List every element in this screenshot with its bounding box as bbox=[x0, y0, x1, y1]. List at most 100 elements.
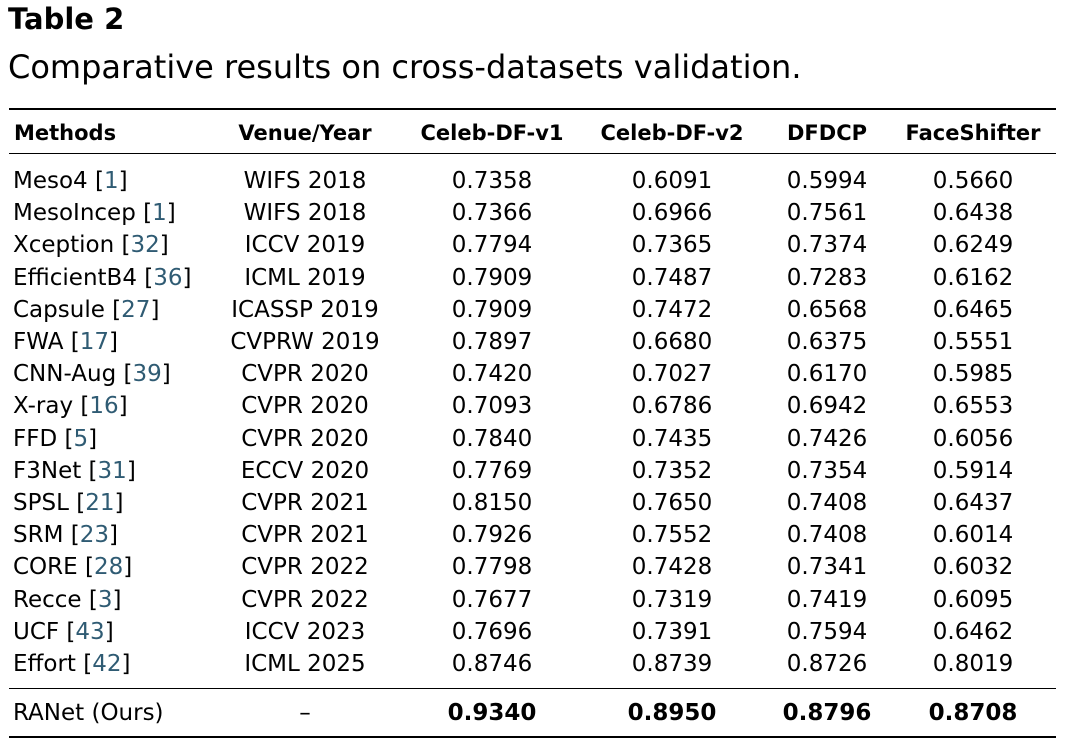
celeb-df-v2-value: 0.7352 bbox=[631, 458, 713, 484]
celeb-df-v1-value: 0.7677 bbox=[451, 587, 533, 613]
method-cell: Xception [32] bbox=[13, 232, 169, 258]
citation-ref[interactable]: 21 bbox=[85, 490, 115, 516]
celeb-df-v2-value: 0.6680 bbox=[631, 329, 713, 355]
celeb-df-v1-value: 0.7366 bbox=[451, 200, 533, 226]
celeb-df-v2-value: 0.7472 bbox=[631, 297, 713, 323]
method-name: UCF bbox=[13, 619, 60, 645]
method-name: EfficientB4 bbox=[13, 265, 137, 291]
ours-separator-rule bbox=[9, 688, 1056, 689]
citation-ref[interactable]: 39 bbox=[132, 361, 162, 387]
table-row: F3Net [31] ECCV 2020 0.7769 0.7352 0.7354 0.5… bbox=[0, 455, 1066, 487]
table-row-ours: RANet (Ours) – 0.9340 0.8950 0.8796 0.87… bbox=[0, 697, 1066, 729]
method-name: SPSL bbox=[13, 490, 69, 516]
citation-ref[interactable]: 36 bbox=[153, 265, 183, 291]
faceshifter-value: 0.6437 bbox=[932, 490, 1014, 516]
venue-year: CVPR 2021 bbox=[241, 490, 369, 516]
table-row: CORE [28] CVPR 2022 0.7798 0.7428 0.7341 0.60… bbox=[0, 551, 1066, 583]
bottom-rule bbox=[9, 736, 1056, 738]
celeb-df-v2-value: 0.6091 bbox=[631, 168, 713, 194]
faceshifter-value: 0.5985 bbox=[932, 361, 1014, 387]
faceshifter-value: 0.6014 bbox=[932, 522, 1014, 548]
table-row: EfficientB4 [36] ICML 2019 0.7909 0.7487 0.7… bbox=[0, 262, 1066, 294]
method-cell: EfficientB4 [36] bbox=[13, 265, 192, 291]
faceshifter-value: 0.6095 bbox=[932, 587, 1014, 613]
header-dfdcp: DFDCP bbox=[786, 121, 867, 145]
citation-ref[interactable]: 27 bbox=[121, 297, 151, 323]
method-cell: FFD [5] bbox=[13, 426, 98, 452]
method-name: Capsule bbox=[13, 297, 105, 323]
dfdcp-value: 0.5994 bbox=[786, 168, 868, 194]
method-cell: SRM [23] bbox=[13, 522, 118, 548]
citation-ref[interactable]: 3 bbox=[97, 587, 113, 613]
faceshifter-value: 0.6162 bbox=[932, 265, 1014, 291]
method-name: F3Net bbox=[13, 458, 82, 484]
faceshifter-value: 0.8708 bbox=[928, 700, 1018, 726]
method-name: X-ray bbox=[13, 393, 74, 419]
citation-ref[interactable]: 28 bbox=[93, 554, 124, 580]
dfdcp-value: 0.8796 bbox=[782, 700, 872, 726]
faceshifter-value: 0.6249 bbox=[932, 232, 1014, 258]
celeb-df-v1-value: 0.8150 bbox=[451, 490, 533, 516]
dfdcp-value: 0.8726 bbox=[786, 651, 868, 677]
faceshifter-value: 0.6462 bbox=[932, 619, 1014, 645]
faceshifter-value: 0.8019 bbox=[932, 651, 1014, 677]
celeb-df-v2-value: 0.7552 bbox=[631, 522, 713, 548]
dfdcp-value: 0.6568 bbox=[786, 297, 868, 323]
method-name: Effort bbox=[13, 651, 76, 677]
header-methods: Methods bbox=[14, 121, 117, 145]
venue-year: – bbox=[299, 700, 311, 726]
faceshifter-value: 0.5914 bbox=[932, 458, 1014, 484]
venue-year: ICML 2025 bbox=[244, 651, 366, 677]
citation-ref[interactable]: 17 bbox=[79, 329, 110, 355]
method-cell: CNN-Aug [39] bbox=[13, 361, 171, 387]
celeb-df-v1-value: 0.7420 bbox=[451, 361, 533, 387]
method-cell: UCF [43] bbox=[13, 619, 114, 645]
citation-ref[interactable]: 42 bbox=[92, 651, 122, 677]
table-row: Capsule [27] ICASSP 2019 0.7909 0.7472 0.656… bbox=[0, 294, 1066, 326]
venue-year: CVPR 2020 bbox=[241, 361, 369, 387]
celeb-df-v1-value: 0.7696 bbox=[451, 619, 533, 645]
dfdcp-value: 0.7408 bbox=[786, 522, 868, 548]
celeb-df-v2-value: 0.7027 bbox=[631, 361, 713, 387]
celeb-df-v1-value: 0.7909 bbox=[451, 265, 533, 291]
citation-ref[interactable]: 23 bbox=[79, 522, 110, 548]
method-name: Xception bbox=[13, 232, 115, 258]
method-cell: F3Net [31] bbox=[13, 458, 136, 484]
dfdcp-value: 0.6375 bbox=[786, 329, 868, 355]
citation-ref[interactable]: 31 bbox=[97, 458, 127, 484]
method-name: FFD bbox=[13, 426, 58, 452]
citation-ref[interactable]: 5 bbox=[73, 426, 89, 452]
citation-ref[interactable]: 16 bbox=[89, 393, 119, 419]
method-name: MesoIncep bbox=[13, 200, 136, 226]
table-row: Meso4 [1] WIFS 2018 0.7358 0.6091 0.5994 0.56… bbox=[0, 165, 1066, 197]
method-cell: CORE [28] bbox=[13, 554, 133, 580]
table-header-row: Methods Venue/Year Celeb-DF-v1 Celeb-DF-… bbox=[0, 117, 1066, 149]
table-row: Recce [3] CVPR 2022 0.7677 0.7319 0.7419 0.60… bbox=[0, 584, 1066, 616]
celeb-df-v2-value: 0.7391 bbox=[631, 619, 713, 645]
celeb-df-v2-value: 0.7428 bbox=[631, 554, 713, 580]
venue-year: WIFS 2018 bbox=[243, 168, 367, 194]
table-row: FWA [17] CVPRW 2019 0.7897 0.6680 0.6375 0.55… bbox=[0, 326, 1066, 358]
top-rule bbox=[9, 108, 1056, 110]
header-celeb-df-v1: Celeb-DF-v1 bbox=[420, 121, 564, 145]
dfdcp-value: 0.7594 bbox=[786, 619, 868, 645]
method-cell: Effort [42] bbox=[13, 651, 131, 677]
table-row: FFD [5] CVPR 2020 0.7840 0.7435 0.7426 0.6056 bbox=[0, 423, 1066, 455]
celeb-df-v1-value: 0.7909 bbox=[451, 297, 533, 323]
venue-year: ECCV 2020 bbox=[240, 458, 370, 484]
table-row: Effort [42] ICML 2025 0.8746 0.8739 0.8726 0.… bbox=[0, 648, 1066, 680]
venue-year: CVPR 2021 bbox=[241, 522, 369, 548]
citation-ref[interactable]: 43 bbox=[75, 619, 105, 645]
dfdcp-value: 0.7426 bbox=[786, 426, 868, 452]
dfdcp-value: 0.7408 bbox=[786, 490, 868, 516]
faceshifter-value: 0.6553 bbox=[932, 393, 1014, 419]
celeb-df-v2-value: 0.7487 bbox=[631, 265, 713, 291]
citation-ref[interactable]: 32 bbox=[130, 232, 160, 258]
header-venue-year: Venue/Year bbox=[238, 121, 372, 145]
citation-ref[interactable]: 1 bbox=[152, 200, 167, 226]
citation-ref[interactable]: 1 bbox=[103, 168, 119, 194]
header-faceshifter: FaceShifter bbox=[905, 121, 1041, 145]
celeb-df-v1-value: 0.7794 bbox=[451, 232, 533, 258]
celeb-df-v2-value: 0.6786 bbox=[631, 393, 713, 419]
table-label: Table 2 bbox=[8, 2, 125, 36]
